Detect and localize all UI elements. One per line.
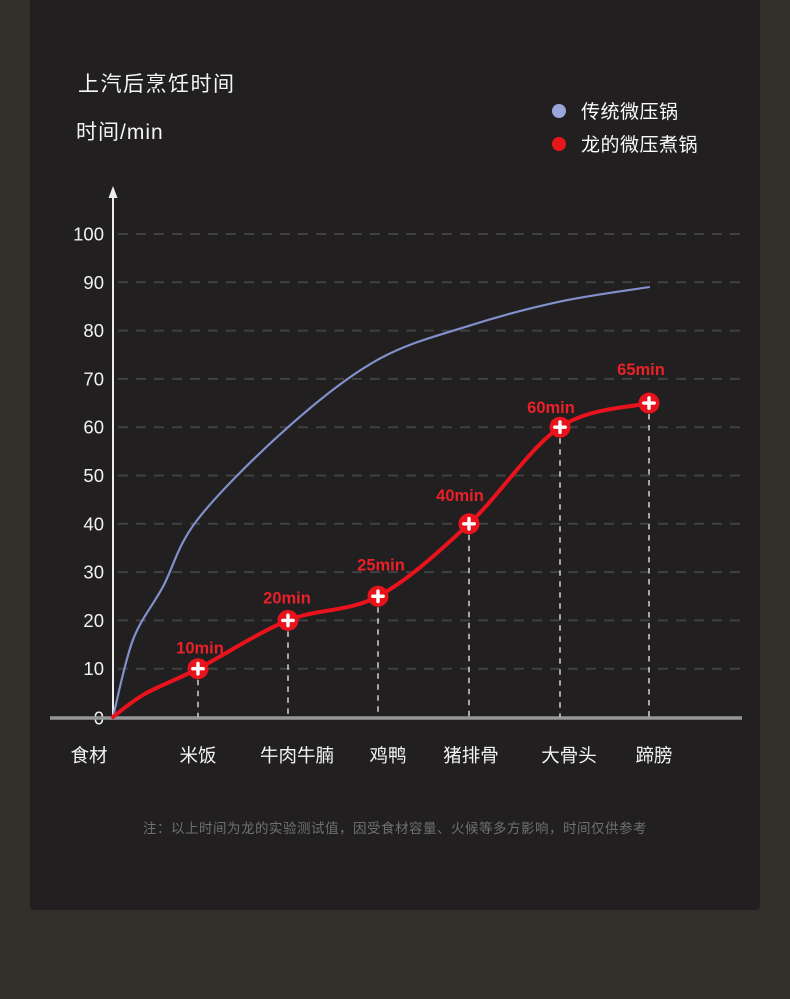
data-point-label: 25min — [357, 556, 405, 574]
data-point-label: 20min — [263, 589, 311, 607]
x-axis-label: 米饭 — [179, 745, 216, 766]
y-tick-label: 100 — [73, 224, 104, 245]
plus-icon — [462, 516, 476, 531]
y-tick-label: 70 — [83, 368, 104, 389]
y-tick-label: 20 — [83, 610, 104, 631]
plus-icon — [371, 589, 385, 604]
legend: 传统微压锅 龙的微压煮锅 — [552, 94, 698, 160]
x-axis-label: 猪排骨 — [443, 745, 499, 766]
chart-title: 上汽后烹饪时间 — [78, 73, 236, 96]
x-axis-label: 食材 — [70, 745, 107, 766]
data-point-label: 10min — [176, 640, 224, 658]
legend-dot-blue-icon — [552, 103, 566, 118]
plus-icon — [553, 420, 567, 435]
legend-dot-red-icon — [552, 136, 566, 151]
y-tick-label: 40 — [83, 513, 104, 534]
y-tick-label: 80 — [83, 320, 104, 341]
y-axis-unit-title: 时间/min — [76, 121, 164, 144]
x-axis-label: 牛肉牛腩 — [260, 745, 334, 766]
data-point-label: 40min — [436, 487, 484, 505]
x-axis-label: 蹄膀 — [635, 745, 672, 766]
y-tick-label: 60 — [83, 417, 104, 438]
legend-label-longde: 龙的微压煮锅 — [581, 135, 699, 156]
y-tick-label: 90 — [83, 272, 104, 293]
line-chart: 0102030405060708090100食材米饭牛肉牛腩鸡鸭猪排骨大骨头蹄膀… — [50, 186, 744, 766]
plus-icon — [191, 661, 205, 676]
plus-icon — [642, 396, 656, 410]
data-point-label: 65min — [617, 361, 665, 379]
legend-item-traditional: 传统微压锅 — [552, 94, 698, 127]
y-tick-label: 10 — [83, 658, 104, 679]
data-point-label: 60min — [527, 399, 575, 417]
x-axis-label: 鸡鸭 — [369, 745, 406, 766]
chart-panel — [30, 0, 760, 910]
y-axis-arrow-icon — [108, 186, 118, 198]
legend-label-traditional: 传统微压锅 — [581, 102, 679, 123]
legend-item-longde: 龙的微压煮锅 — [552, 127, 698, 160]
footnote: 注：以上时间为龙的实验测试值，因受食材容量、火候等多方影响，时间仅供参考 — [143, 821, 647, 836]
plus-icon — [281, 613, 295, 628]
y-tick-label: 30 — [83, 562, 104, 583]
series-line-traditional — [111, 286, 651, 719]
x-axis-label: 大骨头 — [541, 745, 597, 766]
y-tick-label: 50 — [83, 465, 104, 486]
